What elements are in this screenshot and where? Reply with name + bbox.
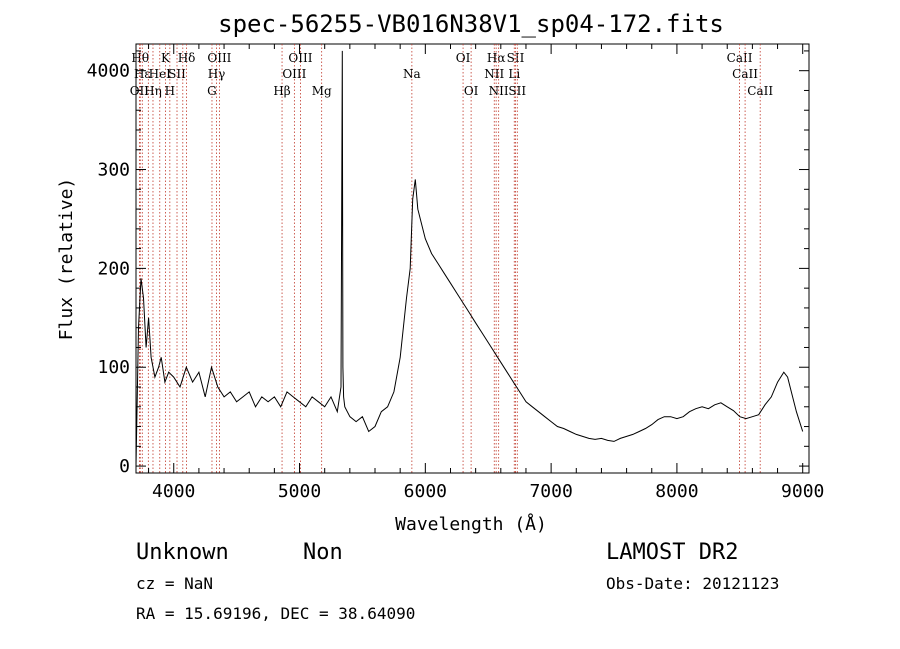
reference-line-label: Hα: [487, 51, 506, 65]
plot-frame: [135, 43, 810, 474]
y-axis-label: Flux (relative): [56, 178, 77, 341]
chart-title: spec-56255-VB016N38V1_sp04-172.fits: [218, 10, 724, 38]
obs-date: Obs-Date: 20121123: [606, 574, 779, 593]
reference-line-label: OI: [464, 84, 479, 98]
reference-line-label: OIII: [282, 67, 306, 81]
reference-line-label: Hγ: [208, 67, 226, 81]
x-tick-label: 7000: [529, 481, 572, 502]
reference-line-label: HeI: [149, 67, 172, 81]
x-tick-label: 4000: [152, 481, 195, 502]
spectrum-line: [135, 50, 804, 467]
y-tick-label: 300: [97, 160, 130, 181]
y-tick-label: 0: [119, 456, 130, 477]
reference-lines: HθHεOIIHηHeIKHSIIHδGHγOIIIHβOIIIOIIIMgNa…: [130, 44, 773, 473]
survey-name: LAMOST DR2: [606, 540, 738, 565]
reference-line-label: Na: [403, 67, 421, 81]
reference-line-label: Li: [508, 67, 520, 81]
y-tick-label: 4000: [87, 61, 130, 82]
x-axis-label: Wavelength (Å): [395, 513, 547, 535]
redshift-text: cz = NaN: [136, 574, 213, 593]
reference-line-label: NII: [484, 67, 504, 81]
reference-line-label: H: [165, 84, 175, 98]
reference-line-label: SII: [508, 84, 526, 98]
object-subclass: Non: [303, 540, 343, 565]
radec-text: RA = 15.69196, DEC = 38.64090: [136, 604, 415, 623]
reference-line-label: OII: [130, 84, 150, 98]
reference-line-label: Hθ: [131, 51, 149, 65]
y-tick-label: 100: [97, 357, 130, 378]
reference-line-label: NII: [489, 84, 509, 98]
reference-line-label: CaII: [727, 51, 753, 65]
reference-line-label: Hη: [144, 84, 162, 98]
reference-line-label: K: [161, 51, 171, 65]
reference-line-label: Mg: [312, 84, 332, 98]
x-tick-label: 9000: [781, 481, 824, 502]
reference-line-label: OIII: [288, 51, 312, 65]
reference-line-label: SII: [507, 51, 525, 65]
object-class: Unknown: [136, 540, 229, 565]
y-tick-label: 200: [97, 258, 130, 279]
reference-line-label: G: [207, 84, 217, 98]
reference-line-label: OIII: [207, 51, 231, 65]
x-tick-label: 8000: [655, 481, 698, 502]
x-tick-label: 5000: [278, 481, 321, 502]
reference-line-label: CaII: [732, 67, 758, 81]
axis-ticks: 4000 5000 6000 7000 8000 9000 0 100 200 300 4000: [87, 44, 824, 502]
reference-line-label: Hβ: [273, 84, 290, 98]
reference-line-label: SII: [168, 67, 186, 81]
reference-line-label: OI: [456, 51, 471, 65]
x-tick-label: 6000: [404, 481, 447, 502]
reference-line-label: CaII: [747, 84, 773, 98]
reference-line-label: Hδ: [178, 51, 196, 65]
